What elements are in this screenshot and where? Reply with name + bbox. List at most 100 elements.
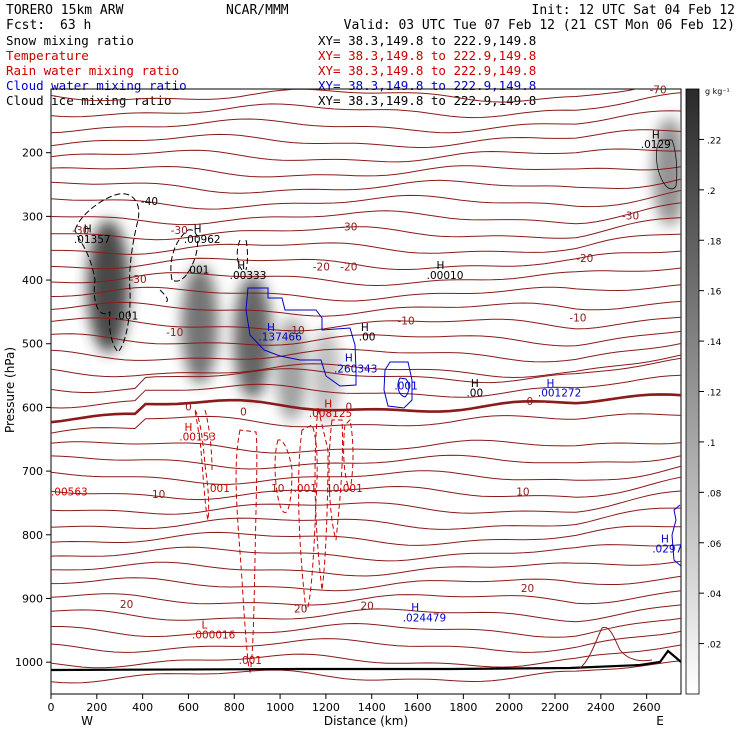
colorbar-tick-label: .18: [707, 237, 722, 247]
colorbar-ticks: .02 .04 .06 .08 .1 .12 .14 .16 .18 .2 .22: [699, 136, 722, 651]
field-annotation: .001: [339, 483, 362, 495]
field-annotation: H: [237, 260, 245, 272]
field-annotation: -30: [72, 225, 89, 237]
field-annotation: H: [546, 378, 554, 390]
field-annotation: .01357: [74, 234, 111, 246]
isotherm: [51, 604, 681, 623]
field-legend: Snow mixing ratio Temperature Rain water…: [6, 33, 536, 108]
field-annotation: H: [471, 378, 479, 390]
cloud-water-contours: [245, 287, 681, 567]
field-annotation: .137466: [258, 332, 302, 344]
field-annotation: -30: [622, 211, 639, 223]
field-annotation: -10: [569, 312, 586, 324]
field-annotation: 20: [521, 583, 534, 595]
field-annotation: 20: [294, 603, 307, 615]
field-annotation: -30: [340, 221, 357, 233]
cloud-contour: [245, 287, 357, 387]
isotherm: [51, 374, 681, 409]
y-tick-label: 800: [22, 529, 43, 542]
snow-maximum: [652, 117, 681, 227]
field-annotation: .00153: [179, 432, 216, 444]
field-annotation: -20: [313, 262, 330, 274]
axes: 0 200 400 600 800 1000 1200 1400 1600 1800 2000 220…: [3, 147, 664, 728]
ice-contour: [656, 139, 678, 190]
colorbar-tick-label: .22: [707, 136, 721, 146]
field-annotation: H: [661, 533, 669, 545]
isotherm: [51, 439, 681, 454]
x-axis-label: Distance (km): [324, 714, 408, 728]
colorbar-tick-label: .04: [707, 590, 722, 600]
field-annotation: .00563: [51, 486, 88, 498]
field-annotation: -10: [288, 325, 305, 337]
field-xsect-coords: XY= 38.3,149.8 to 222.9,149.8: [318, 63, 536, 78]
model-name: TORERO 15km ARW: [6, 3, 124, 18]
isotherm: [51, 454, 681, 470]
rain-contour: [328, 419, 344, 541]
cloud-contour: [383, 361, 413, 409]
isotherm: [51, 189, 681, 210]
isotherm: [51, 630, 681, 653]
field-annotation: .001: [294, 483, 317, 495]
field-xsect-coords: XY= 38.3,149.8 to 222.9,149.8: [318, 93, 536, 108]
east-endpoint-label: E: [656, 714, 664, 728]
x-axis: 0 200 400 600 800 1000 1200 1400 1600 1800 2000 220…: [48, 694, 661, 714]
field-label: Rain water mixing ratio: [6, 63, 179, 78]
x-tick-label: 800: [224, 701, 245, 714]
forecast-hour: 63 h: [60, 18, 91, 33]
isotherm: [51, 250, 681, 270]
field-annotation: .00962: [184, 234, 221, 246]
field-annotation: .0129: [641, 139, 671, 151]
freezing-level-isotherm: [51, 393, 681, 424]
isotherm: [51, 202, 681, 226]
y-tick-label: 1000: [15, 656, 43, 669]
field-annotation: H: [185, 422, 193, 434]
field-annotation: H: [361, 322, 369, 334]
colorbar-tick-label: .1: [707, 439, 716, 449]
rain-contour: [194, 409, 210, 521]
plot-frame: [50, 88, 682, 695]
producer-label: NCAR/MMM: [226, 3, 289, 18]
colorbar-tick-label: .14: [707, 338, 722, 348]
topography-contour: [579, 626, 653, 669]
field-annotation: .00333: [230, 270, 267, 282]
field-annotation: 10: [152, 489, 165, 501]
isotherm: [51, 357, 681, 393]
field-annotation: 10: [326, 483, 339, 495]
plot-area: -70H.0129-30-20-10-40-30 -30 -30-30-20 -20-…: [50, 84, 682, 695]
field-annotation: .008125: [309, 408, 352, 420]
field-annotation: H: [324, 398, 332, 410]
field-annotation: .000016: [192, 630, 236, 642]
y-tick-label: 900: [22, 592, 43, 605]
field-annotation: -10: [398, 316, 415, 328]
isotherm: [51, 284, 681, 302]
ice-contour: [236, 239, 248, 271]
field-annotation: H: [345, 353, 353, 365]
isotherm: [51, 330, 681, 347]
isotherm: [51, 129, 681, 149]
x-tick-label: 1600: [404, 701, 432, 714]
field-xsect-coords: XY= 38.3,149.8 to 222.9,149.8: [318, 33, 536, 48]
field-annotation: -20: [576, 253, 593, 265]
colorbar-tick-label: .16: [707, 288, 722, 298]
rain-contour: [204, 409, 213, 471]
isotherm: [51, 300, 681, 317]
isotherm: [51, 110, 681, 134]
field-annotation: H: [652, 130, 660, 142]
cloud-ice-contours: [74, 139, 678, 353]
field-annotation: .001272: [538, 388, 581, 400]
snow-maximum: [275, 317, 308, 422]
field-annotation: H: [84, 223, 92, 235]
field-annotation: .001: [239, 655, 262, 667]
isotherm: [51, 575, 681, 592]
isotherm: [51, 413, 681, 434]
isotherm: [51, 544, 681, 562]
isotherm: [51, 316, 681, 332]
cloud-contour: [671, 504, 681, 567]
field-annotation: .001: [394, 381, 417, 393]
colorbar: .02.04.06.08.1.12.14.16.18.2.22 g kg⁻¹: [685, 87, 730, 695]
x-tick-label: 2200: [541, 701, 569, 714]
field-xsect-coords: XY= 38.3,149.8 to 222.9,149.8: [318, 48, 536, 63]
isotherm: [51, 148, 681, 163]
rain-water-contours: [194, 407, 354, 674]
